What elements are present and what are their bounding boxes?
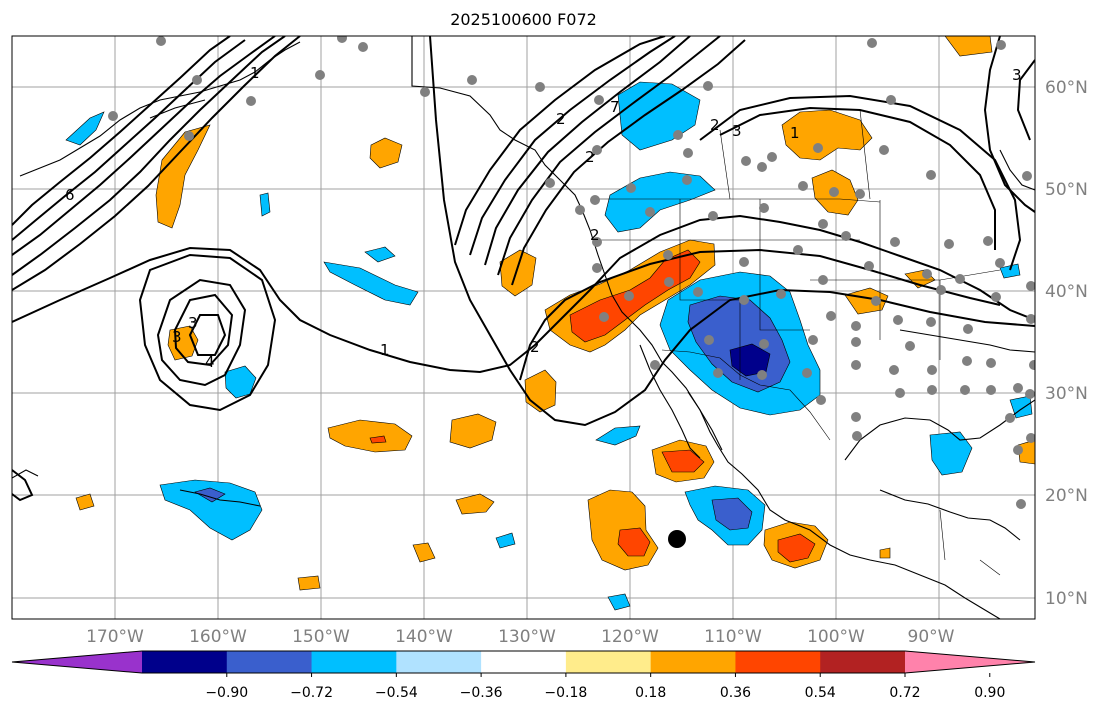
contour-label-group: 1 2 3 4 1 2 3 2 3 1 2 6 7 2 3 bbox=[65, 64, 1022, 371]
contour-label: 7 bbox=[610, 98, 620, 116]
colorbar-segment bbox=[311, 651, 397, 673]
map-frame bbox=[11, 35, 1036, 620]
contour-label: 2 bbox=[585, 148, 595, 166]
lon-label: 130°W bbox=[498, 627, 556, 647]
contour-label: 6 bbox=[65, 186, 75, 204]
colorbar-tick-label: 0.90 bbox=[974, 685, 1005, 701]
contour-label: 1 bbox=[250, 64, 260, 82]
colorbar-tick-label: −0.54 bbox=[375, 685, 418, 701]
colorbar-segment bbox=[735, 651, 821, 673]
lat-label: 40°N bbox=[1045, 282, 1088, 302]
contour-label: 2 bbox=[710, 116, 720, 134]
colorbar-extend-min bbox=[12, 651, 142, 673]
colorbar-extend-max bbox=[905, 651, 1035, 673]
longitude-axis: 170°W 160°W 150°W 140°W 130°W 120°W 110°… bbox=[86, 627, 955, 647]
colorbar-tick-label: −0.18 bbox=[544, 685, 587, 701]
highlight-station-marker bbox=[668, 530, 686, 548]
contour-label: 3 bbox=[1012, 66, 1022, 84]
contour-label: 4 bbox=[205, 353, 215, 371]
lon-label: 160°W bbox=[189, 627, 247, 647]
station-markers bbox=[108, 36, 1035, 509]
colorbar-tick-label: −0.90 bbox=[205, 685, 248, 701]
lon-label: 170°W bbox=[86, 627, 144, 647]
contour-label: 2 bbox=[590, 226, 600, 244]
chart-title: 2025100600 F072 bbox=[450, 10, 597, 29]
colorbar-segment bbox=[650, 651, 736, 673]
colorbar-segment bbox=[226, 651, 313, 673]
colorbar-tick-label: −0.72 bbox=[290, 685, 333, 701]
colorbar-segment bbox=[565, 651, 652, 673]
colorbar-tick-label: 0.36 bbox=[720, 685, 751, 701]
lon-label: 120°W bbox=[601, 627, 659, 647]
lon-label: 140°W bbox=[395, 627, 453, 647]
colorbar-tick-label: 0.54 bbox=[805, 685, 836, 701]
lon-label: 110°W bbox=[704, 627, 762, 647]
colorbar-segment bbox=[396, 651, 482, 673]
contour-label: 3 bbox=[172, 328, 182, 346]
colorbar-tick-label: 0.18 bbox=[635, 685, 666, 701]
colorbar-ticks: −0.90 −0.72 −0.54 −0.36 −0.18 0.18 0.36 0.54 0.7… bbox=[205, 673, 1005, 701]
lat-label: 20°N bbox=[1045, 486, 1088, 506]
contour-label: 3 bbox=[732, 122, 742, 140]
contour-label: 3 bbox=[188, 314, 198, 332]
contour-label: 1 bbox=[790, 124, 800, 142]
contour-label: 2 bbox=[556, 110, 566, 128]
lat-label: 30°N bbox=[1045, 384, 1088, 404]
map-area: 1 2 3 4 1 2 3 2 3 1 2 6 7 2 3 bbox=[12, 36, 1035, 619]
colorbar-segment bbox=[820, 651, 906, 673]
lat-label: 60°N bbox=[1045, 78, 1088, 98]
colorbar bbox=[11, 650, 1036, 674]
colorbar-outline bbox=[11, 650, 1036, 674]
colorbar-segment bbox=[481, 651, 567, 673]
colorbar-tick-label: 0.72 bbox=[889, 685, 920, 701]
lat-label: 10°N bbox=[1045, 589, 1088, 609]
colorbar-segment bbox=[142, 651, 228, 673]
lon-label: 100°W bbox=[807, 627, 865, 647]
lon-label: 150°W bbox=[292, 627, 350, 647]
contours bbox=[12, 36, 1035, 502]
colorbar-tick-label: −0.36 bbox=[460, 685, 503, 701]
lon-label: 90°W bbox=[908, 627, 955, 647]
contour-label: 2 bbox=[530, 338, 540, 356]
lat-label: 50°N bbox=[1045, 180, 1088, 200]
map-background bbox=[12, 36, 1035, 619]
borders bbox=[596, 109, 1001, 576]
latitude-axis: 60°N 50°N 40°N 30°N 20°N 10°N bbox=[1045, 78, 1088, 609]
contour-label: 1 bbox=[380, 341, 390, 359]
